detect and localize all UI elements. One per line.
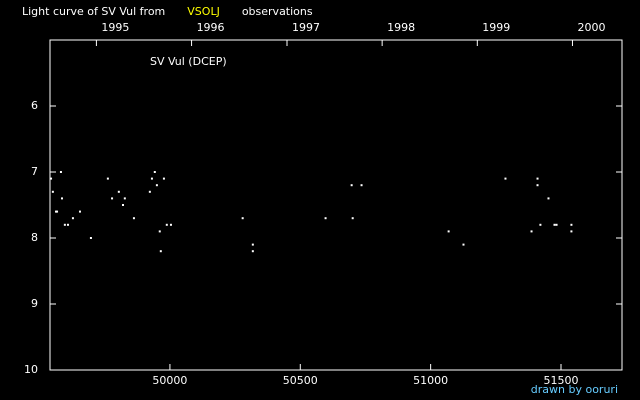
data-point (555, 223, 558, 226)
data-point (241, 217, 244, 220)
data-point (447, 230, 450, 233)
year-label: 1995 (101, 21, 129, 34)
data-point (462, 243, 465, 246)
data-point (56, 210, 59, 213)
data-point (148, 190, 151, 193)
credit: drawn by ooruri (531, 383, 618, 396)
y-tick-label: 7 (31, 165, 38, 178)
year-label: 2000 (577, 21, 605, 34)
star-label: SV Vul (DCEP) (150, 55, 227, 68)
data-point (360, 184, 363, 187)
chart-title: VSOLJ (187, 5, 220, 18)
data-point (150, 177, 153, 180)
x-tick-label: 50000 (152, 374, 187, 387)
data-point (165, 223, 168, 226)
data-point (54, 210, 57, 213)
data-point (155, 184, 158, 187)
data-point (153, 171, 156, 173)
y-tick-label: 9 (31, 297, 38, 310)
data-point (570, 223, 573, 226)
data-point (570, 230, 573, 233)
data-point (350, 184, 353, 187)
year-label: 1999 (482, 21, 510, 34)
y-tick-label: 10 (24, 363, 38, 376)
data-point (530, 230, 533, 233)
data-point (121, 204, 124, 206)
chart-title: Light curve of SV Vul from (22, 5, 165, 18)
data-point (169, 223, 172, 226)
year-label: 1997 (292, 21, 320, 34)
year-label: 1996 (197, 21, 225, 34)
year-label: 1998 (387, 21, 415, 34)
data-point (553, 223, 556, 226)
x-tick-label: 51500 (543, 374, 578, 387)
y-tick-label: 6 (31, 99, 38, 112)
data-point (50, 177, 53, 180)
chart-title: observations (242, 5, 313, 18)
data-point (536, 184, 539, 187)
data-point (63, 223, 66, 226)
x-tick-label: 51000 (413, 374, 448, 387)
data-point (539, 223, 542, 226)
data-point (132, 217, 135, 220)
data-point (324, 217, 327, 220)
data-point (536, 177, 539, 180)
data-point (251, 250, 254, 253)
data-point (59, 171, 62, 173)
data-point (547, 197, 550, 200)
data-point (89, 237, 92, 239)
data-point (111, 197, 114, 200)
data-point (60, 197, 63, 200)
data-point (351, 217, 354, 220)
data-point (106, 177, 109, 180)
data-point (51, 190, 54, 193)
data-point (71, 217, 74, 220)
data-point (162, 177, 165, 180)
data-point (123, 197, 126, 200)
y-tick-label: 8 (31, 231, 38, 244)
data-point (117, 190, 120, 193)
data-point (78, 210, 81, 213)
data-point (159, 250, 162, 253)
plot-frame (49, 39, 623, 371)
x-tick-label: 50500 (283, 374, 318, 387)
data-point (158, 230, 161, 233)
data-point (66, 223, 69, 226)
data-point (504, 177, 507, 180)
data-point (251, 243, 254, 246)
